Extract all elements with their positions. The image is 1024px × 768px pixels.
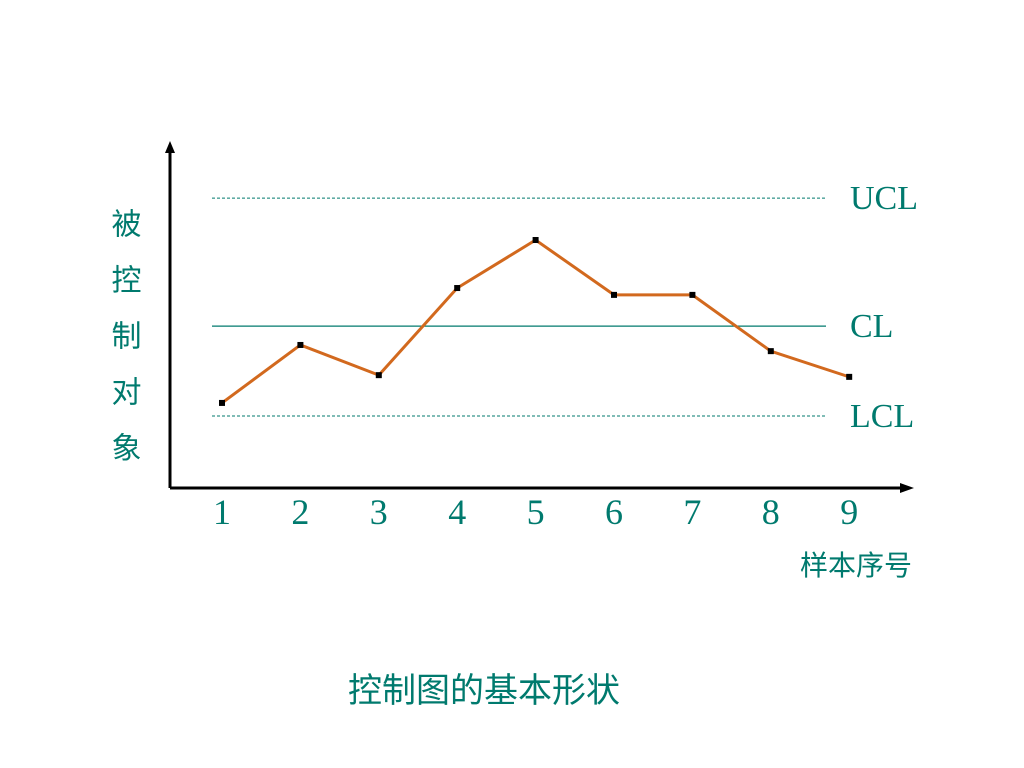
data-point	[454, 285, 461, 292]
y-axis-label: 被控制对象	[107, 208, 142, 488]
data-point	[219, 399, 225, 406]
x-tick-label: 6	[605, 492, 623, 532]
x-axis-arrow	[900, 483, 914, 493]
x-tick-label: 8	[762, 492, 780, 532]
x-axis-label: 样本序号	[800, 550, 912, 582]
data-point	[689, 291, 696, 298]
chart-title: 控制图的基本形状	[348, 672, 620, 710]
x-tick-label: 2	[291, 492, 309, 532]
data-point	[375, 372, 382, 379]
x-tick-label: 4	[448, 492, 466, 532]
control-limit-label: LCL	[850, 398, 914, 435]
y-axis-arrow	[165, 141, 175, 153]
data-point	[297, 341, 304, 348]
data-point	[532, 237, 539, 244]
control-limit-label: UCL	[850, 180, 918, 217]
data-point	[767, 348, 774, 355]
control-limit-label: CL	[850, 308, 893, 345]
x-tick-label: 5	[527, 492, 545, 532]
x-tick-label: 9	[840, 492, 858, 532]
x-tick-label: 3	[370, 492, 388, 532]
data-point	[611, 291, 617, 298]
data-line	[221, 238, 850, 405]
data-point	[846, 373, 853, 380]
x-tick-label: 7	[683, 492, 701, 532]
x-tick-label: 1	[213, 492, 231, 532]
